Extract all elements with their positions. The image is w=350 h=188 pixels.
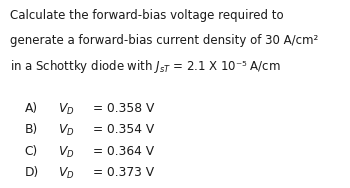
Text: = 0.354 V: = 0.354 V: [93, 123, 154, 136]
Text: generate a forward-bias current density of 30 A/cm²: generate a forward-bias current density …: [10, 34, 319, 47]
Text: B): B): [25, 123, 38, 136]
Text: $V_D$: $V_D$: [58, 123, 74, 138]
Text: $V_D$: $V_D$: [58, 102, 74, 117]
Text: in a Schottky diode with $J_{sT}$ = 2.1 X 10⁻⁵ A/cm: in a Schottky diode with $J_{sT}$ = 2.1 …: [10, 58, 281, 75]
Text: A): A): [25, 102, 38, 114]
Text: $V_D$: $V_D$: [58, 166, 74, 181]
Text: = 0.373 V: = 0.373 V: [93, 166, 154, 179]
Text: C): C): [25, 145, 38, 158]
Text: Calculate the forward-bias voltage required to: Calculate the forward-bias voltage requi…: [10, 9, 284, 22]
Text: = 0.358 V: = 0.358 V: [93, 102, 154, 114]
Text: = 0.364 V: = 0.364 V: [93, 145, 154, 158]
Text: D): D): [25, 166, 39, 179]
Text: $V_D$: $V_D$: [58, 145, 74, 160]
